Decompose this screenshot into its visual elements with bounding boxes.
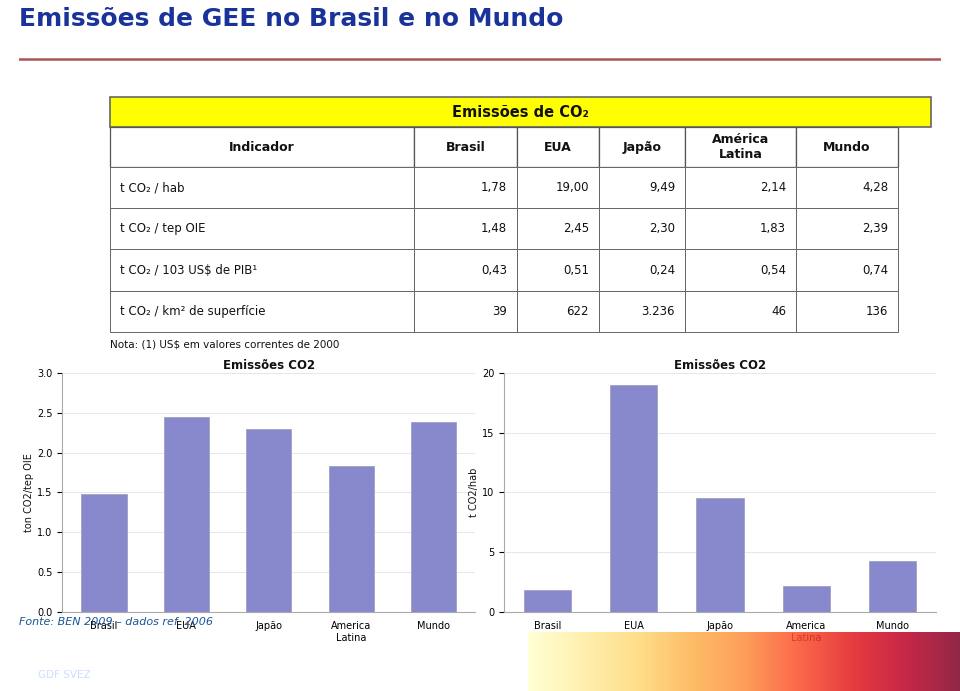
- Bar: [414, 127, 516, 167]
- Bar: [599, 209, 684, 249]
- Bar: [796, 209, 899, 249]
- Bar: [110, 209, 414, 249]
- Bar: [684, 290, 796, 332]
- Text: 0,74: 0,74: [862, 263, 889, 276]
- Bar: [110, 127, 414, 167]
- Bar: [110, 167, 414, 209]
- Text: 39: 39: [492, 305, 507, 318]
- Text: t CO₂ / hab: t CO₂ / hab: [120, 181, 184, 194]
- Text: EUA: EUA: [544, 141, 571, 154]
- Bar: [414, 167, 516, 209]
- Text: GDF SVEZ: GDF SVEZ: [38, 670, 91, 679]
- Bar: [328, 466, 374, 612]
- Text: Mundo: Mundo: [824, 141, 871, 154]
- Bar: [796, 290, 899, 332]
- Text: 0,24: 0,24: [649, 263, 675, 276]
- Bar: [796, 167, 899, 209]
- Text: 622: 622: [566, 305, 588, 318]
- Text: t CO₂ / tep OIE: t CO₂ / tep OIE: [120, 223, 205, 236]
- Text: Japão: Japão: [622, 141, 661, 154]
- Text: Emissões de GEE no Brasil e no Mundo: Emissões de GEE no Brasil e no Mundo: [19, 7, 564, 31]
- Bar: [414, 209, 516, 249]
- Bar: [516, 127, 599, 167]
- Bar: [599, 290, 684, 332]
- Text: Nota: (1) US$ em valores correntes de 2000: Nota: (1) US$ em valores correntes de 20…: [110, 340, 340, 350]
- Text: América
Latina: América Latina: [711, 133, 769, 161]
- Text: 136: 136: [866, 305, 889, 318]
- Text: Tractebel Energia: Tractebel Energia: [38, 642, 161, 655]
- Bar: [599, 249, 684, 290]
- Bar: [246, 428, 292, 612]
- Text: Brasil: Brasil: [445, 141, 485, 154]
- Bar: [523, 590, 571, 612]
- Bar: [163, 417, 209, 612]
- Bar: [411, 422, 456, 612]
- Bar: [684, 209, 796, 249]
- Bar: [516, 290, 599, 332]
- Text: Fonte: BEN 2009 – dados ref. 2006: Fonte: BEN 2009 – dados ref. 2006: [19, 617, 213, 627]
- Text: 8: 8: [474, 656, 486, 674]
- Text: t CO₂ / 103 US$ de PIB¹: t CO₂ / 103 US$ de PIB¹: [120, 263, 257, 276]
- Text: 3.236: 3.236: [641, 305, 675, 318]
- Bar: [516, 167, 599, 209]
- Bar: [684, 249, 796, 290]
- Bar: [82, 494, 127, 612]
- Bar: [516, 249, 599, 290]
- Bar: [684, 167, 796, 209]
- Title: Emissões CO2: Emissões CO2: [223, 359, 315, 372]
- Bar: [796, 127, 899, 167]
- Text: 9,49: 9,49: [649, 181, 675, 194]
- Bar: [110, 97, 931, 127]
- Text: 0,43: 0,43: [481, 263, 507, 276]
- Text: 0,54: 0,54: [760, 263, 786, 276]
- Text: Emissões de CO₂: Emissões de CO₂: [452, 104, 589, 120]
- Bar: [414, 290, 516, 332]
- Bar: [516, 209, 599, 249]
- Bar: [610, 385, 658, 612]
- Text: 4,28: 4,28: [862, 181, 889, 194]
- Bar: [782, 586, 830, 612]
- Text: 1,48: 1,48: [481, 223, 507, 236]
- Bar: [696, 498, 744, 612]
- Bar: [796, 249, 899, 290]
- Text: 2,14: 2,14: [759, 181, 786, 194]
- Y-axis label: ton CO2/tep OIE: ton CO2/tep OIE: [24, 453, 35, 532]
- Bar: [414, 249, 516, 290]
- Text: 19,00: 19,00: [556, 181, 588, 194]
- Text: 2,39: 2,39: [862, 223, 889, 236]
- Bar: [110, 290, 414, 332]
- Bar: [599, 167, 684, 209]
- Bar: [869, 560, 917, 612]
- Text: 2,45: 2,45: [563, 223, 588, 236]
- Text: 2,30: 2,30: [649, 223, 675, 236]
- Text: 1,83: 1,83: [760, 223, 786, 236]
- Y-axis label: t CO2/hab: t CO2/hab: [469, 468, 479, 517]
- Title: Emissões CO2: Emissões CO2: [674, 359, 766, 372]
- Text: 1,78: 1,78: [481, 181, 507, 194]
- Text: Indicador: Indicador: [229, 141, 295, 154]
- Bar: [599, 127, 684, 167]
- Text: 46: 46: [771, 305, 786, 318]
- Text: t CO₂ / km² de superfície: t CO₂ / km² de superfície: [120, 305, 266, 318]
- Text: 0,51: 0,51: [563, 263, 588, 276]
- Bar: [110, 249, 414, 290]
- Bar: [684, 127, 796, 167]
